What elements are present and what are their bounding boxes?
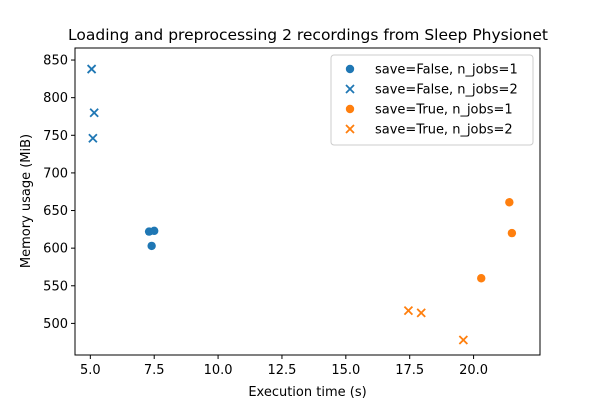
y-tick-label: 700: [43, 166, 68, 181]
legend-label: save=True, n_jobs=2: [375, 123, 513, 138]
plot-area-frame: [74, 47, 541, 356]
data-point: [505, 198, 514, 207]
x-tick-label: 15.0: [331, 363, 360, 378]
x-axis-label: Execution time (s): [248, 385, 366, 400]
x-axis-ticks: 5.0 7.5 10.0 12.5 15.0 17.5 20.0: [80, 355, 488, 378]
x-tick-label: 20.0: [459, 363, 488, 378]
y-tick-label: 650: [43, 204, 68, 219]
y-tick-label: 850: [43, 54, 68, 69]
data-point: [86, 64, 97, 74]
data-point: [403, 305, 414, 316]
data-point: [477, 274, 486, 283]
legend-box: [330, 54, 534, 146]
x-tick-label: 7.5: [144, 363, 165, 378]
data-point: [89, 108, 99, 118]
y-axis-ticks: 500 550 600 650 700 750 800 850: [43, 54, 75, 332]
data-point: [458, 335, 468, 345]
legend-label: save=False, n_jobs=2: [375, 83, 518, 98]
x-tick-label: 10.0: [204, 363, 233, 378]
y-tick-label: 550: [43, 279, 68, 294]
data-point: [507, 228, 517, 238]
x-tick-label: 12.5: [267, 363, 296, 378]
y-tick-label: 600: [43, 242, 68, 257]
data-point: [150, 226, 159, 236]
legend: save=False, n_jobs=1 save=False, n_jobs=2…: [330, 54, 534, 146]
y-tick-label: 800: [43, 91, 68, 106]
x-tick-label: 5.0: [80, 363, 101, 378]
y-tick-label: 750: [43, 129, 68, 144]
legend-marker: [345, 124, 355, 134]
chart-title: Loading and preprocessing 2 recordings f…: [68, 26, 548, 44]
data-point: [88, 133, 98, 143]
y-axis-label: Memory usage (MiB): [19, 134, 34, 268]
y-tick-label: 500: [43, 317, 68, 332]
data-point: [416, 308, 426, 318]
data-points: [86, 64, 517, 345]
legend-label: save=True, n_jobs=1: [375, 103, 513, 118]
legend-marker: [345, 84, 355, 94]
x-tick-label: 17.5: [395, 363, 424, 378]
legend-label: save=False, n_jobs=1: [375, 63, 518, 78]
legend-marker: [345, 104, 355, 114]
legend-marker: [345, 64, 355, 74]
data-point: [147, 241, 156, 251]
